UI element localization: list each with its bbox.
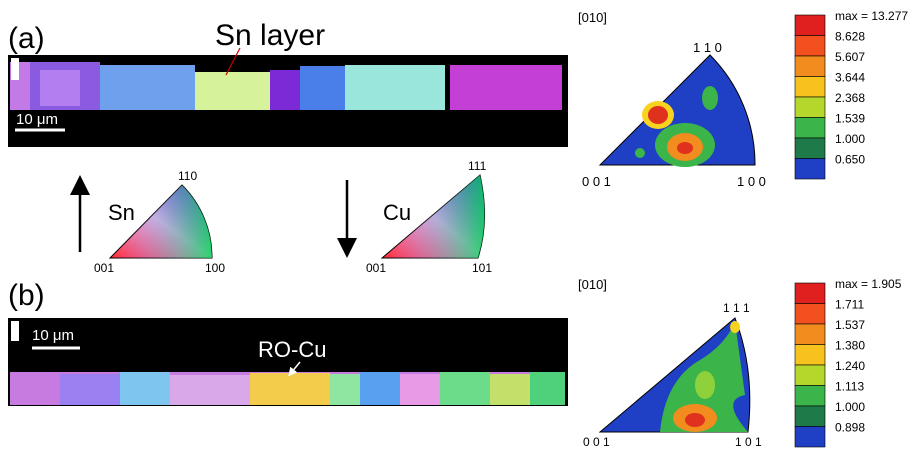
legend-label: 3.644 xyxy=(835,71,865,85)
corner-label: 100 xyxy=(205,261,225,275)
legend-swatch xyxy=(795,365,825,386)
key-label: Cu xyxy=(383,200,411,225)
corner-label: 110 xyxy=(178,169,197,183)
legend-swatch xyxy=(795,406,825,427)
legend-swatch xyxy=(795,56,825,77)
pole-figure-a xyxy=(600,55,755,167)
legend-label: 1.537 xyxy=(835,318,865,332)
scale-bar-label: 10 μm xyxy=(16,111,58,128)
legend-label: 1.539 xyxy=(835,112,865,126)
legend-swatch xyxy=(795,97,825,118)
color-legend: max = 1.905 1.711 1.537 1.380 1.240 1.113 1.00… xyxy=(795,277,902,447)
legend-label: 1.711 xyxy=(835,298,864,312)
legend-label: 0.650 xyxy=(835,153,865,167)
corner-label: 1 1 0 xyxy=(693,40,722,55)
ebsd-map-b xyxy=(8,318,568,406)
corner-label: 0 0 1 xyxy=(583,435,610,449)
corner-label: 101 xyxy=(472,261,492,275)
corner-label: 1 1 1 xyxy=(723,301,750,315)
legend-swatch xyxy=(795,283,825,304)
legend-label: 1.113 xyxy=(835,380,864,394)
corner-label: 0 0 1 xyxy=(582,174,611,189)
scale-bar-label: 10 μm xyxy=(32,327,74,344)
corner-label: 1 0 0 xyxy=(737,174,766,189)
legend-swatch xyxy=(795,427,825,448)
legend-label: 8.628 xyxy=(835,30,865,44)
ebsd-map-a xyxy=(8,55,568,147)
legend-label: 1.000 xyxy=(835,400,865,414)
legend-label: 5.607 xyxy=(835,50,865,64)
legend-swatch xyxy=(795,304,825,325)
legend-swatch xyxy=(795,77,825,98)
legend-swatch xyxy=(795,138,825,159)
color-legend: max = 13.277 8.628 5.607 3.644 2.368 1.539 1.0… xyxy=(795,9,908,179)
key-label: Sn xyxy=(108,200,135,225)
legend-label: max = 13.277 xyxy=(835,9,908,23)
legend-swatch xyxy=(795,386,825,407)
legend-label: max = 1.905 xyxy=(835,277,902,291)
legend-swatch xyxy=(795,118,825,139)
annotation: RO-Cu xyxy=(258,337,326,362)
legend-swatch xyxy=(795,345,825,366)
legend-swatch xyxy=(795,159,825,180)
legend-swatch xyxy=(795,36,825,57)
panel-label: (a) xyxy=(8,22,45,55)
legend-swatch xyxy=(795,15,825,36)
corner-label: 111 xyxy=(468,159,487,173)
figure: (a) Sn layer 10 μm [010] 1 1 0 0 0 1 1 0… xyxy=(0,0,917,449)
corner-label: 1 0 1 xyxy=(735,435,762,449)
legend-label: 1.000 xyxy=(835,132,865,146)
pole-figure-b xyxy=(600,318,750,432)
legend-label: 2.368 xyxy=(835,91,865,105)
corner-label: 001 xyxy=(94,261,114,275)
annotation: Sn layer xyxy=(215,19,325,52)
pole-direction: [010] xyxy=(578,10,607,25)
legend-swatch xyxy=(795,324,825,345)
legend-label: 0.898 xyxy=(835,421,865,435)
corner-label: 001 xyxy=(366,261,386,275)
legend-label: 1.240 xyxy=(835,359,865,373)
pole-direction: [010] xyxy=(578,277,607,292)
legend-label: 1.380 xyxy=(835,339,865,353)
panel-label: (b) xyxy=(8,279,45,312)
